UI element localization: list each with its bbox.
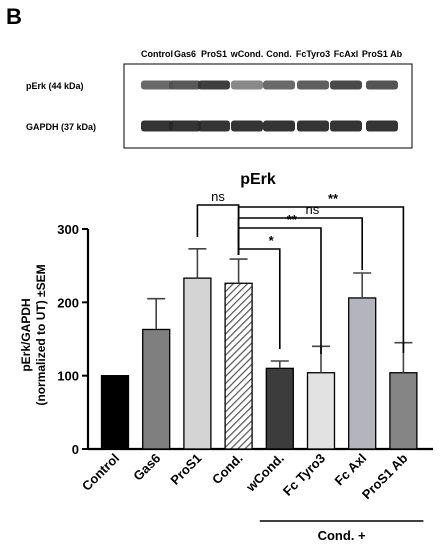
- bar: [224, 282, 253, 450]
- bar: [142, 328, 171, 450]
- blot-band: [141, 120, 173, 132]
- western-blot: Control Gas6 ProS1 wCond. Cond. FcTyro3 FcAxl P…: [26, 49, 413, 149]
- bar: [265, 367, 294, 450]
- blot-band: [231, 120, 263, 132]
- y-axis-label-line-1: pErk/GAPDH: [19, 298, 33, 371]
- group-label: Cond. +: [318, 528, 366, 543]
- x-tick-label: ProS1: [167, 451, 204, 488]
- blot-band: [366, 120, 398, 132]
- x-tick-label: Gas6: [130, 451, 163, 484]
- y-tick-label: 200: [57, 295, 79, 310]
- blot-band: [231, 80, 263, 90]
- blot-lane-label: Cond.: [266, 49, 292, 59]
- blot-band: [263, 80, 295, 90]
- blot-lane-label: ProS1 Ab: [362, 49, 403, 59]
- blot-lane-label: ProS1: [201, 49, 227, 59]
- blot-band: [330, 80, 362, 90]
- x-tick-label: ProS1 Ab: [359, 450, 411, 502]
- blot-lane-label: Control: [141, 49, 173, 59]
- significance-bracket: [237, 217, 363, 270]
- blot-band: [141, 80, 173, 90]
- blot-band: [330, 120, 362, 132]
- x-tick-label: Control: [79, 451, 122, 494]
- blot-band: [263, 120, 295, 132]
- x-tick-label: Fc Axl: [331, 451, 369, 489]
- blot-band: [198, 80, 230, 90]
- significance-bracket: [237, 206, 405, 353]
- blot-lane-label: FcTyro3: [296, 49, 330, 59]
- blot-lane-label: Gas6: [174, 49, 196, 59]
- y-tick-label: 0: [72, 442, 79, 457]
- blot-lane-label: FcAxl: [334, 49, 359, 59]
- blot-band: [297, 120, 329, 132]
- bar: [100, 375, 130, 450]
- y-axis-label: pErk/GAPDH (normalized to UT) ±SEM: [19, 264, 48, 405]
- bar: [183, 277, 212, 450]
- significance-label: *: [269, 233, 275, 248]
- blot-row-label: pErk (44 kDa): [26, 81, 84, 91]
- blot-lane-label: wCond.: [230, 49, 264, 59]
- blot-row-label: GAPDH (37 kDa): [26, 122, 96, 132]
- blot-frame: [123, 63, 413, 149]
- bar: [306, 372, 336, 450]
- significance-label: ns: [211, 189, 225, 204]
- blot-band: [169, 80, 201, 90]
- blot-band: [297, 80, 329, 90]
- bar: [389, 372, 418, 450]
- significance-label: **: [328, 191, 339, 206]
- y-tick-label: 300: [57, 222, 79, 237]
- bar: [348, 297, 377, 450]
- y-tick-label: 100: [57, 369, 79, 384]
- blot-band: [169, 120, 201, 132]
- significance-label: **: [287, 212, 298, 227]
- blot-band: [198, 120, 230, 132]
- chart-title: pErk: [240, 171, 276, 188]
- x-tick-label: Cond.: [209, 451, 246, 488]
- blot-band: [366, 80, 398, 90]
- significance-bracket: [196, 204, 240, 245]
- y-axis-label-line-2: (normalized to UT) ±SEM: [34, 264, 48, 405]
- significance-label: ns: [306, 202, 320, 217]
- panel-letter: B: [6, 4, 22, 29]
- bar-chart: pErk pErk/GAPDH (normalized to UT) ±SEM …: [19, 171, 433, 543]
- x-tick-label: Fc Tyro3: [280, 451, 328, 499]
